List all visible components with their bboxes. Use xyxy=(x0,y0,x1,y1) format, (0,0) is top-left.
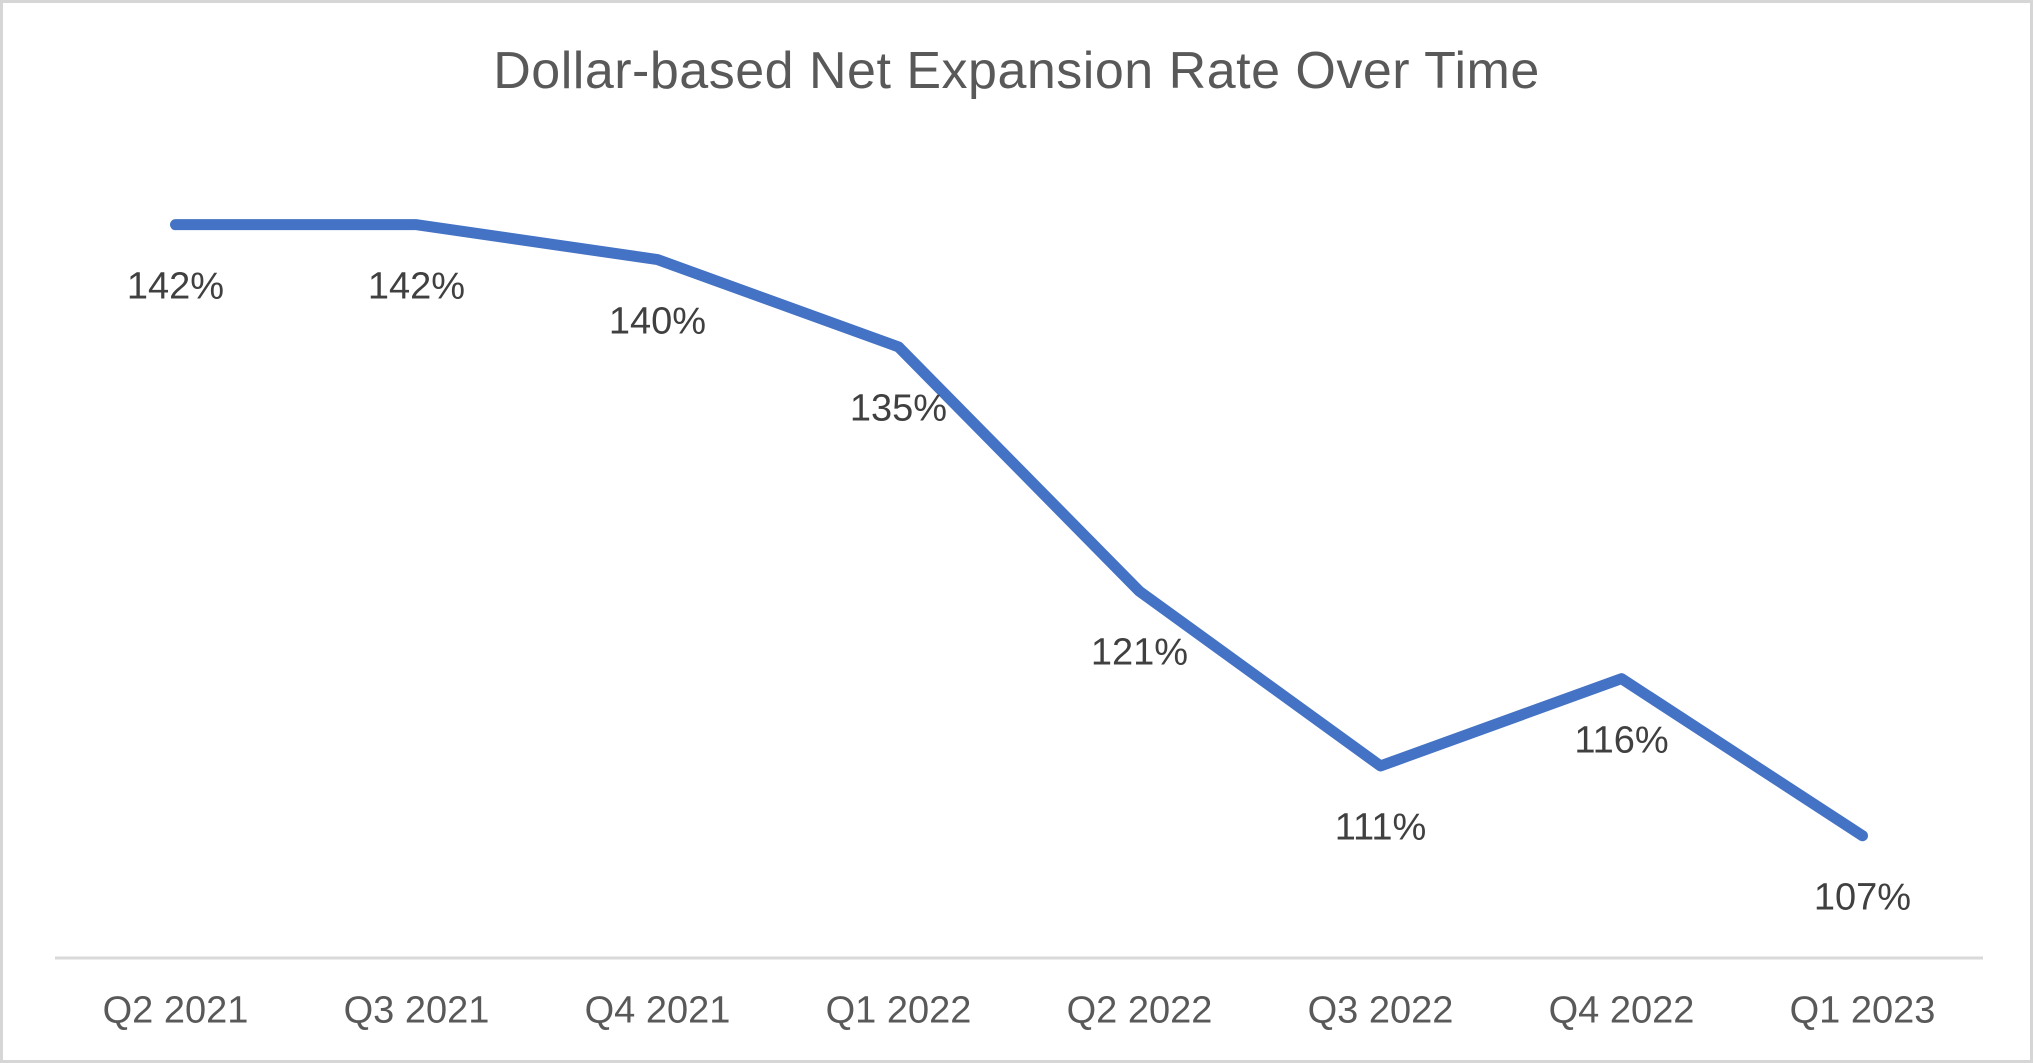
line-chart-plot-area xyxy=(55,219,1983,960)
data-label-q2-2021: 142% xyxy=(126,265,225,308)
x-axis-label-q4-2022: Q4 2022 xyxy=(1548,989,1695,1032)
x-axis-label-q2-2021: Q2 2021 xyxy=(102,989,249,1032)
data-label-q4-2021: 140% xyxy=(608,300,707,343)
x-axis-label-q1-2023: Q1 2023 xyxy=(1789,989,1936,1032)
x-axis-label-q2-2022: Q2 2022 xyxy=(1066,989,1213,1032)
data-label-q4-2022: 116% xyxy=(1574,719,1669,762)
data-label-q3-2021: 142% xyxy=(367,265,466,308)
x-axis-label-q1-2022: Q1 2022 xyxy=(825,989,972,1032)
x-axis-label-q3-2021: Q3 2021 xyxy=(343,989,490,1032)
data-label-q2-2022: 121% xyxy=(1090,631,1189,674)
data-label-q1-2022: 135% xyxy=(849,387,948,430)
trend-line-net-expansion-rate xyxy=(170,219,1868,842)
x-axis-label-q3-2022: Q3 2022 xyxy=(1307,989,1454,1032)
chart-title: Dollar-based Net Expansion Rate Over Tim… xyxy=(493,42,1540,100)
x-axis-label-q4-2021: Q4 2021 xyxy=(584,989,731,1032)
data-label-q1-2023: 107% xyxy=(1813,876,1912,919)
data-label-q3-2022: 111% xyxy=(1334,806,1427,849)
